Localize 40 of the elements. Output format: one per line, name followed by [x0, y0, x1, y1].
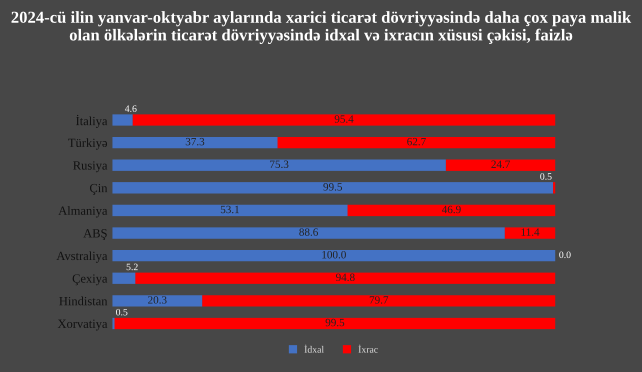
data-label: 0.5	[116, 308, 128, 316]
data-label: 99.5	[326, 318, 344, 326]
bar	[112, 250, 556, 262]
data-label: 0.0	[559, 252, 571, 258]
data-label: 94.8	[336, 274, 355, 282]
bar	[446, 160, 556, 171]
bar	[112, 160, 446, 171]
data-label: 95.4	[334, 115, 354, 123]
data-label: 46.9	[442, 206, 461, 214]
legend-label: İdxal	[304, 344, 324, 353]
data-label: 20.3	[148, 296, 167, 304]
bar	[114, 318, 556, 330]
data-label: 0.5	[540, 173, 552, 180]
bar	[202, 295, 556, 307]
bar	[112, 295, 202, 307]
data-label: 100.0	[322, 250, 346, 258]
bar	[112, 272, 136, 284]
data-label: 99.5	[323, 183, 342, 191]
bar	[504, 227, 556, 239]
legend-label: İxrac	[358, 344, 378, 353]
data-label: 37.3	[186, 138, 204, 146]
bar	[112, 227, 505, 239]
bar	[112, 204, 348, 216]
bar	[348, 204, 556, 216]
data-label: 88.6	[299, 228, 318, 236]
bar	[135, 272, 556, 284]
data-label: 5.2	[126, 264, 138, 270]
data-label: 11.4	[522, 228, 540, 236]
bar	[112, 114, 133, 126]
data-label: 75.3	[270, 160, 288, 168]
data-label: 24.7	[491, 160, 510, 168]
bar	[132, 114, 556, 126]
bar	[112, 182, 554, 194]
chart-title: 2024-cü ilin yanvar-oktyabr aylarında xarici ticarət dövriyyəsində daha çox paya malik olan ölkələrin ticarət dövriyyəsində idxal və ixracın xüsusi çəkisi, faizlə	[12, 11, 632, 44]
data-label: 79.7	[370, 296, 388, 304]
bar	[278, 136, 556, 148]
data-label: 62.7	[407, 138, 426, 146]
data-label: 53.1	[220, 206, 240, 214]
data-label: 4.6	[124, 105, 137, 112]
bar	[112, 136, 278, 148]
